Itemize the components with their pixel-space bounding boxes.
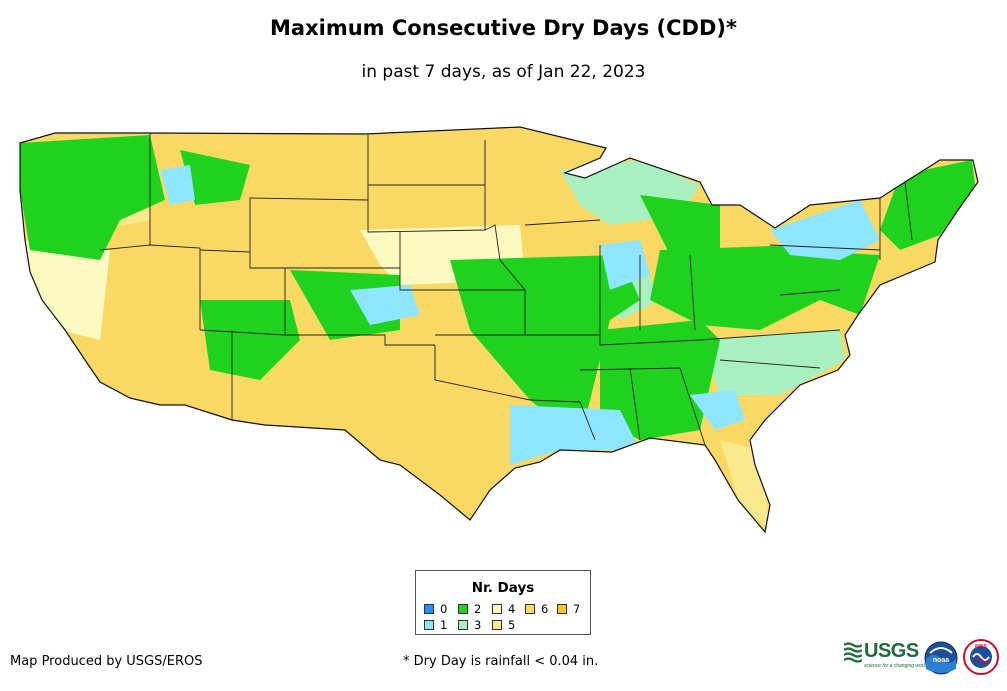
us-map bbox=[19, 126, 979, 533]
usgs-tagline: science for a changing world bbox=[864, 663, 928, 669]
legend-item-0: 0 bbox=[424, 602, 447, 616]
nws-wordmark: NWS bbox=[975, 644, 987, 650]
legend-label: 7 bbox=[573, 602, 581, 616]
legend-swatch bbox=[458, 620, 468, 630]
legend-title: Nr. Days bbox=[471, 580, 535, 596]
legend-swatch bbox=[424, 620, 434, 630]
legend-swatch bbox=[424, 604, 434, 614]
legend-label: 1 bbox=[440, 618, 448, 632]
legend-swatch bbox=[492, 620, 502, 630]
usgs-wordmark: USGS bbox=[864, 640, 919, 662]
legend-label: 6 bbox=[541, 602, 549, 616]
legend-item-3: 3 bbox=[458, 618, 481, 632]
legend-swatch bbox=[557, 604, 567, 614]
usgs-logo: USGS science for a changing world bbox=[844, 640, 927, 674]
map-title: Maximum Consecutive Dry Days (CDD)* bbox=[270, 16, 737, 40]
state-borders bbox=[99, 133, 913, 446]
legend-item-1: 1 bbox=[424, 618, 447, 632]
legend-label: 4 bbox=[508, 602, 516, 616]
map-subtitle: in past 7 days, as of Jan 22, 2023 bbox=[361, 62, 646, 82]
legend-swatch bbox=[458, 604, 468, 614]
legend-swatch bbox=[492, 604, 502, 614]
credit-text: Map Produced by USGS/EROS bbox=[10, 654, 203, 669]
noaa-wordmark: noaa bbox=[933, 657, 949, 664]
legend-item-2: 2 bbox=[458, 602, 481, 616]
cdd-shading bbox=[20, 127, 978, 532]
legend-label: 5 bbox=[508, 618, 516, 632]
noaa-logo: noaa bbox=[924, 641, 958, 675]
legend-item-5: 5 bbox=[492, 618, 515, 632]
nws-logo: NWS bbox=[963, 639, 999, 675]
legend-item-4: 4 bbox=[492, 602, 515, 616]
legend-label: 2 bbox=[474, 602, 482, 616]
footnote-text: * Dry Day is rainfall < 0.04 in. bbox=[403, 654, 599, 669]
usgs-wave-icon bbox=[844, 642, 862, 663]
legend-item-6: 6 bbox=[525, 602, 548, 616]
legend-swatch bbox=[525, 604, 535, 614]
legend-label: 0 bbox=[440, 602, 448, 616]
legend: Nr. Days 0 1 2 3 4 5 6 7 bbox=[415, 570, 591, 635]
legend-label: 3 bbox=[474, 618, 482, 632]
legend-item-7: 7 bbox=[557, 602, 580, 616]
